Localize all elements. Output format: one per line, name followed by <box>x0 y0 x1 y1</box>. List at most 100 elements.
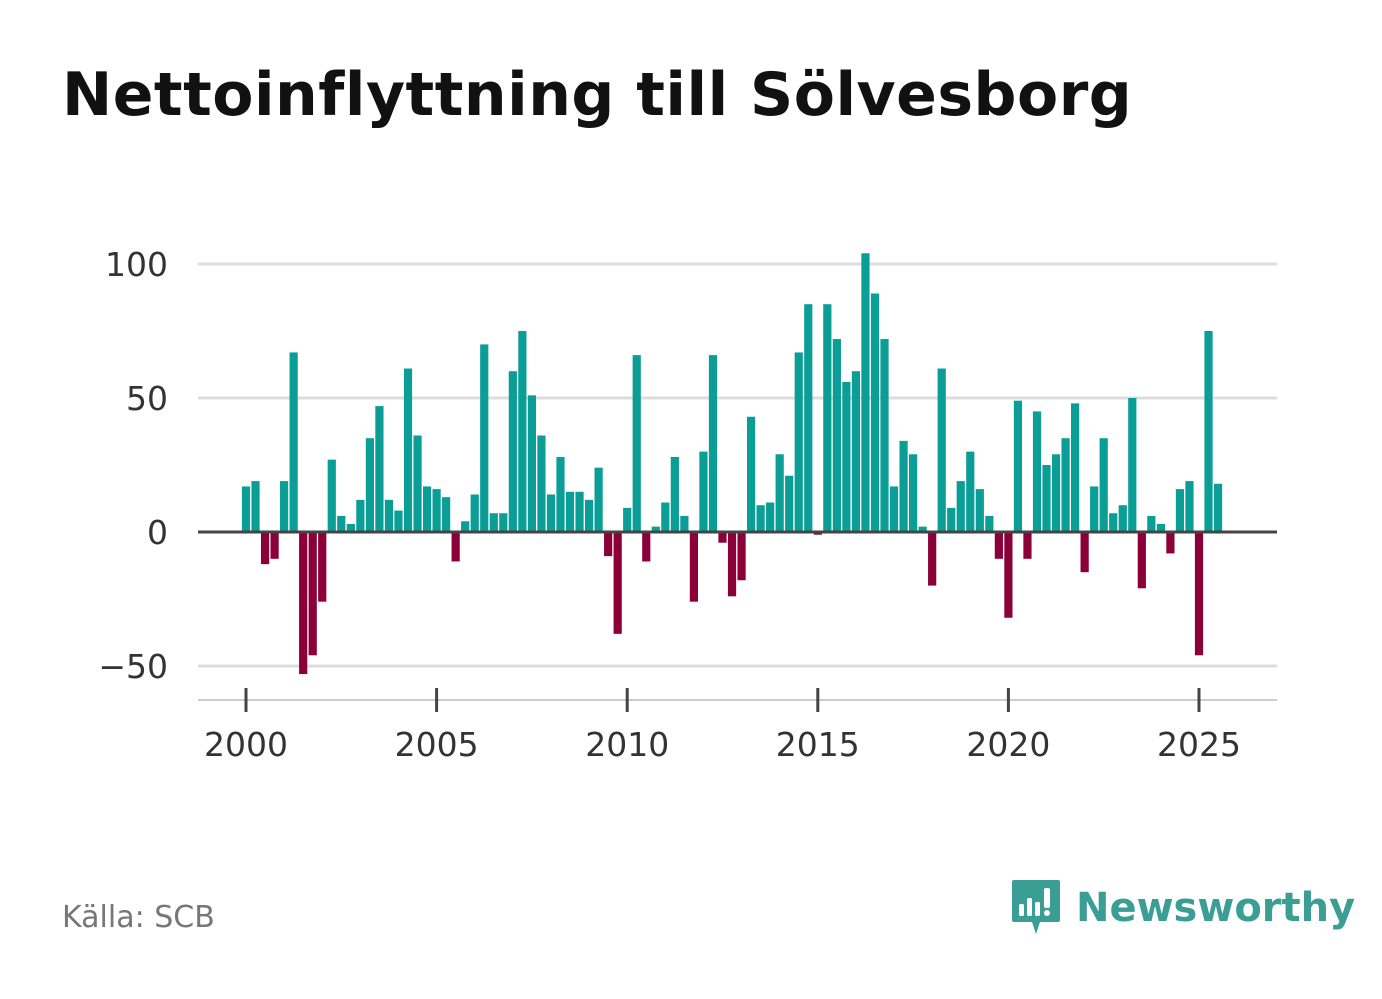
bar <box>899 440 908 532</box>
bar <box>537 435 546 532</box>
bar <box>442 497 451 532</box>
bar <box>661 502 670 532</box>
bar <box>632 355 641 532</box>
bar <box>604 532 613 557</box>
bar <box>346 523 355 532</box>
bar <box>718 532 727 543</box>
bar <box>508 371 517 532</box>
bar <box>1166 532 1175 554</box>
bar <box>889 486 899 532</box>
y-tick-label: −50 <box>98 647 168 686</box>
bar <box>1109 513 1118 532</box>
bar <box>699 451 708 532</box>
bars <box>241 253 1223 675</box>
bar <box>1042 465 1051 532</box>
x-tick-label: 2015 <box>776 725 860 764</box>
bar <box>880 339 889 532</box>
brand-logo: Newsworthy <box>1010 878 1355 938</box>
bar <box>870 293 880 532</box>
bar <box>384 499 394 532</box>
bar <box>1023 532 1032 559</box>
bar <box>280 481 289 532</box>
bar <box>1213 483 1223 532</box>
bar <box>1080 532 1089 573</box>
bar <box>289 352 298 532</box>
bar <box>1175 489 1185 532</box>
bar <box>1156 523 1165 532</box>
bar <box>1013 400 1023 532</box>
bar <box>394 510 403 532</box>
bar <box>975 489 984 532</box>
bar <box>794 352 803 532</box>
bar <box>299 532 308 675</box>
source-note: Källa: SCB <box>62 900 215 935</box>
bar <box>947 507 956 532</box>
bar <box>1194 532 1204 656</box>
bar <box>737 532 746 581</box>
bar <box>451 532 460 562</box>
bar <box>928 532 937 586</box>
brand-name: Newsworthy <box>1076 885 1356 931</box>
bar <box>1204 331 1213 532</box>
bar <box>251 481 260 532</box>
bar <box>918 526 927 532</box>
chart-title: Nettoinflyttning till Sölvesborg <box>62 60 1133 130</box>
bar <box>823 304 832 532</box>
bar <box>375 406 384 532</box>
bar <box>756 505 765 532</box>
bar <box>670 456 679 532</box>
bar <box>680 515 689 532</box>
y-axis-labels: −50 0 50 100 <box>98 245 168 686</box>
x-tick-label: 2010 <box>585 725 669 764</box>
bar <box>270 532 279 559</box>
bar <box>1071 403 1080 532</box>
bar <box>422 486 432 532</box>
x-tick-label: 2005 <box>395 725 479 764</box>
bar <box>518 331 527 532</box>
bar <box>651 526 660 532</box>
bar <box>499 513 508 532</box>
bar <box>1137 532 1146 589</box>
bar <box>746 416 756 532</box>
bar <box>851 371 861 532</box>
y-tick-label: 50 <box>126 379 168 418</box>
bar <box>613 532 622 634</box>
x-axis: 2000 2005 2010 2015 2020 2025 <box>198 688 1277 764</box>
x-tick-label: 2025 <box>1157 725 1241 764</box>
bar <box>842 381 851 532</box>
newsworthy-chart-bubble-icon <box>1012 880 1060 934</box>
bar <box>1147 515 1156 532</box>
bar <box>832 339 841 532</box>
bar <box>1099 438 1108 532</box>
bar <box>766 502 775 532</box>
bar <box>804 304 813 532</box>
bar <box>642 532 651 562</box>
bar <box>489 513 498 532</box>
bar <box>861 253 870 532</box>
bar <box>584 499 594 532</box>
bar <box>623 507 632 532</box>
bar <box>689 532 699 602</box>
bar <box>909 454 918 532</box>
bar <box>356 499 365 532</box>
bar <box>966 451 975 532</box>
y-tick-label: 0 <box>147 513 168 552</box>
bar <box>708 355 718 532</box>
bar <box>432 489 441 532</box>
bar <box>985 515 994 532</box>
bar <box>1032 411 1042 532</box>
bar <box>1061 438 1070 532</box>
bar <box>1185 481 1194 532</box>
grid-lines <box>198 262 1277 668</box>
bar <box>546 494 556 532</box>
bar <box>775 454 784 532</box>
x-tick-label: 2020 <box>966 725 1050 764</box>
bar <box>413 435 422 532</box>
bar <box>565 491 575 532</box>
bar <box>241 486 251 532</box>
bar <box>327 459 336 532</box>
bar <box>1051 454 1061 532</box>
x-tick-label: 2000 <box>204 725 288 764</box>
bar <box>937 368 946 532</box>
